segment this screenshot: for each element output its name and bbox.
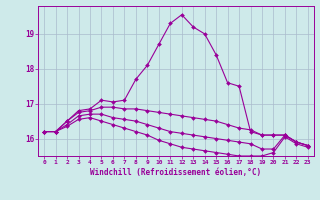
X-axis label: Windchill (Refroidissement éolien,°C): Windchill (Refroidissement éolien,°C) <box>91 168 261 177</box>
